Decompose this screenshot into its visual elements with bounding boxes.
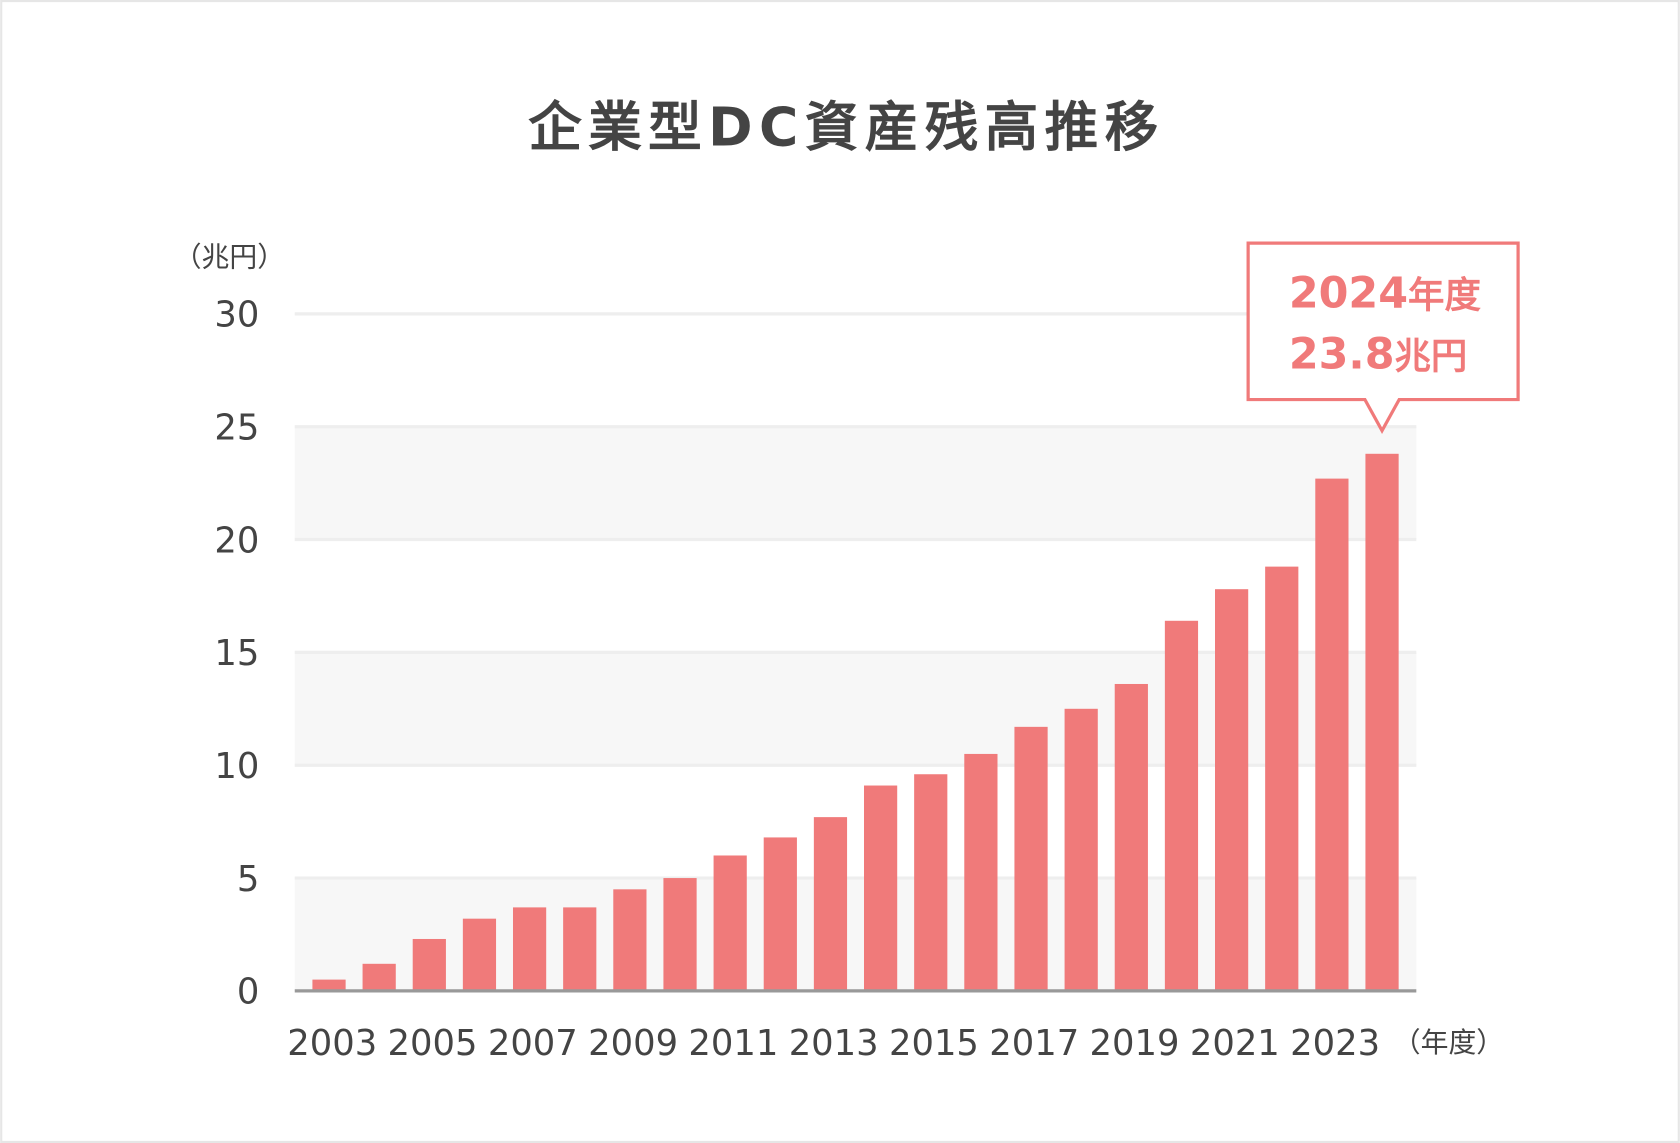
chart-title: 企業型DC資産残高推移 xyxy=(528,96,1164,159)
x-tick-label: 2017 xyxy=(989,1023,1079,1064)
bar-2023 xyxy=(1315,478,1349,991)
bar-2008 xyxy=(563,907,597,991)
bar-2021 xyxy=(1215,589,1249,991)
bar-2013 xyxy=(813,817,848,991)
bar-2015 xyxy=(914,774,948,991)
bar-2019 xyxy=(1114,683,1148,991)
x-tick-label: 2005 xyxy=(388,1023,478,1064)
callout-value: 23.8兆円 xyxy=(1289,330,1467,380)
y-tick-label: 30 xyxy=(214,295,259,336)
bar-2007 xyxy=(512,907,547,991)
bar-2011 xyxy=(713,855,747,991)
x-tick-label: 2013 xyxy=(789,1023,879,1064)
y-tick-label: 15 xyxy=(214,633,259,674)
x-tick-label: 2021 xyxy=(1190,1023,1280,1064)
bar-2018 xyxy=(1064,708,1098,991)
bar-2005 xyxy=(412,938,446,991)
bar-2024 xyxy=(1365,453,1399,991)
y-tick-label: 10 xyxy=(214,746,259,787)
bar-2012 xyxy=(763,837,797,991)
y-tick-label: 5 xyxy=(237,859,260,900)
bar-2022 xyxy=(1265,566,1299,991)
bar-2016 xyxy=(964,753,998,991)
bar-2009 xyxy=(613,889,647,991)
callout-year-number: 2024 xyxy=(1289,268,1408,318)
y-tick-label: 20 xyxy=(214,520,259,561)
x-tick-label: 2009 xyxy=(588,1023,678,1064)
callout: 2024年度 23.8兆円 xyxy=(1246,241,1520,434)
bar-2010 xyxy=(663,878,697,991)
x-tick-label: 2007 xyxy=(488,1023,578,1064)
bar-2006 xyxy=(462,918,497,991)
bar-2004 xyxy=(362,963,396,991)
y-axis-unit: （兆円） xyxy=(174,241,285,274)
bar-2003 xyxy=(312,979,346,991)
x-tick-label: 2023 xyxy=(1290,1023,1380,1064)
callout-year: 2024年度 xyxy=(1289,268,1482,318)
x-tick-label: 2011 xyxy=(688,1023,778,1064)
bar-2017 xyxy=(1014,726,1048,991)
bar-2014 xyxy=(864,785,898,991)
grid-band xyxy=(294,426,1417,540)
y-tick-label: 0 xyxy=(237,972,260,1013)
x-tick-label: 2015 xyxy=(889,1023,979,1064)
x-axis-unit: （年度） xyxy=(1393,1026,1504,1059)
callout-box xyxy=(1246,241,1520,434)
y-tick-label: 25 xyxy=(214,408,259,449)
callout-value-unit: 兆円 xyxy=(1395,335,1468,378)
callout-value-number: 23.8 xyxy=(1289,330,1395,380)
x-tick-label: 2019 xyxy=(1090,1023,1180,1064)
x-tick-label: 2003 xyxy=(287,1023,377,1064)
bar-2020 xyxy=(1164,620,1199,991)
callout-year-unit: 年度 xyxy=(1408,273,1481,316)
